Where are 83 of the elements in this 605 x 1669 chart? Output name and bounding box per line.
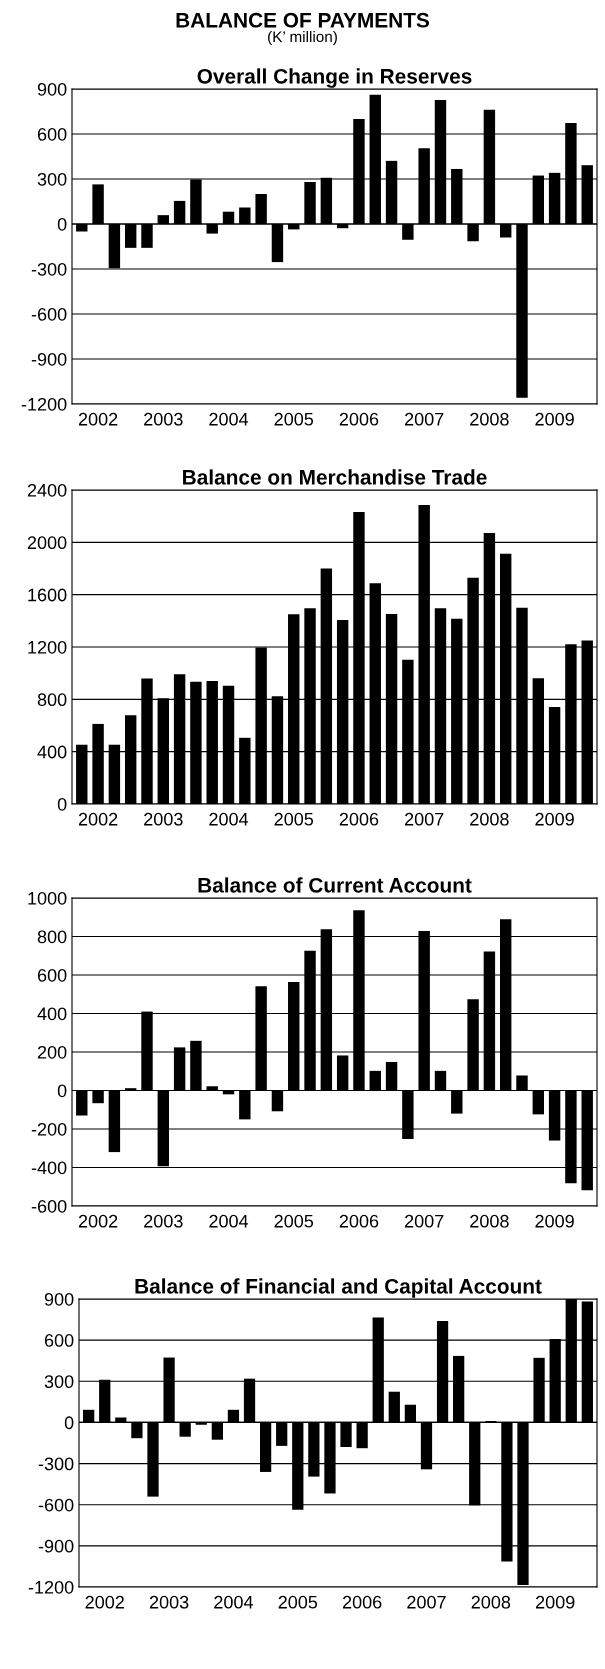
x-tick-label: 2002	[78, 412, 118, 426]
bar	[206, 1086, 218, 1091]
y-tick-label: 600	[37, 127, 67, 141]
text: (K’ million)	[268, 30, 337, 46]
y-tick-label: 900	[37, 82, 67, 96]
chart-title: Balance on Merchandise Trade	[183, 469, 487, 485]
bar	[336, 1055, 349, 1091]
x-tick-label: 2002	[78, 1214, 118, 1228]
y-tick-label: 400	[37, 745, 67, 759]
chart-title: Balance of Financial and Capital Account	[135, 1278, 542, 1298]
bar	[434, 1070, 447, 1091]
x-tick-label: 2005	[274, 812, 314, 826]
x-tick-label: 2007	[405, 812, 444, 826]
x-tick-label: 2006	[339, 1214, 379, 1228]
x-tick-label: 2009	[535, 412, 574, 426]
x-tick-label: 2005	[274, 1214, 314, 1228]
y-tick-label: 0	[57, 1084, 67, 1098]
y-tick-label: -900	[31, 352, 67, 366]
x-tick-label: 2004	[209, 1214, 249, 1228]
x-tick-label: 2004	[209, 412, 249, 426]
chart-title: Balance of Current Account	[198, 877, 472, 893]
bar	[271, 1090, 284, 1112]
y-tick-label: 1600	[28, 588, 67, 602]
x-tick-label: 2008	[471, 1595, 511, 1609]
y-tick-label: 900	[44, 1292, 74, 1306]
y-tick-label: 2000	[27, 536, 67, 550]
y-tick-label: -900	[38, 1539, 74, 1553]
y-tick-label: 0	[64, 1416, 74, 1430]
x-tick-label: 2006	[342, 1595, 382, 1609]
y-tick-label: 0	[57, 217, 67, 231]
x-tick-label: 2008	[470, 1214, 509, 1228]
bar	[222, 1090, 235, 1095]
text: BALANCE OF PAYMENTS	[176, 12, 430, 28]
y-tick-label: -600	[38, 1498, 74, 1512]
y-tick-label: 200	[37, 1045, 67, 1059]
x-tick-label: 2003	[144, 812, 183, 826]
y-tick-label: 1000	[28, 891, 67, 905]
y-tick-label: -1200	[28, 1580, 74, 1594]
x-tick-label: 2002	[85, 1595, 124, 1609]
y-tick-label: 300	[44, 1375, 74, 1389]
y-tick-label: -1200	[21, 397, 67, 411]
bar	[76, 1090, 88, 1116]
y-tick-label: 2400	[27, 483, 67, 497]
x-tick-label: 2007	[405, 412, 444, 426]
x-tick-label: 2003	[144, 1214, 183, 1228]
x-tick-label: 2002	[78, 812, 118, 826]
y-tick-label: -200	[31, 1122, 67, 1136]
bar	[532, 1090, 545, 1115]
chart-title: Overall Change in Reserves	[197, 68, 472, 88]
x-tick-label: 2006	[339, 812, 379, 826]
x-tick-label: 2007	[407, 1595, 446, 1609]
x-tick-label: 2005	[274, 412, 314, 426]
y-tick-label: 800	[37, 693, 67, 707]
bar	[385, 1062, 398, 1091]
bar	[451, 1090, 463, 1114]
x-tick-label: 2004	[209, 812, 249, 826]
bar	[92, 1090, 104, 1104]
y-tick-label: 600	[37, 968, 67, 982]
y-tick-label: -300	[31, 262, 67, 276]
x-tick-label: 2009	[536, 1595, 575, 1609]
y-tick-label: 300	[37, 172, 67, 186]
y-tick-label: 0	[57, 797, 67, 811]
x-tick-label: 2008	[470, 412, 509, 426]
y-tick-label: 400	[37, 1007, 67, 1021]
y-tick-label: 600	[44, 1334, 74, 1347]
y-tick-label: -600	[31, 307, 67, 321]
y-tick-label: -300	[38, 1457, 74, 1471]
x-tick-label: 2009	[535, 812, 574, 826]
bar	[369, 1070, 381, 1091]
y-tick-label: 1200	[28, 640, 67, 654]
x-tick-label: 2008	[470, 812, 509, 826]
x-tick-label: 2004	[214, 1595, 253, 1609]
x-tick-label: 2003	[144, 412, 183, 426]
x-tick-label: 2006	[339, 412, 379, 426]
x-tick-label: 2009	[535, 1214, 574, 1228]
x-tick-label: 2005	[278, 1595, 318, 1609]
y-tick-label: 800	[37, 930, 67, 944]
y-tick-label: -400	[31, 1161, 67, 1175]
y-tick-label: -600	[31, 1199, 67, 1213]
x-tick-label: 2007	[405, 1214, 444, 1228]
x-tick-label: 2003	[149, 1595, 189, 1609]
bar	[516, 1075, 528, 1091]
bar	[239, 1090, 251, 1120]
